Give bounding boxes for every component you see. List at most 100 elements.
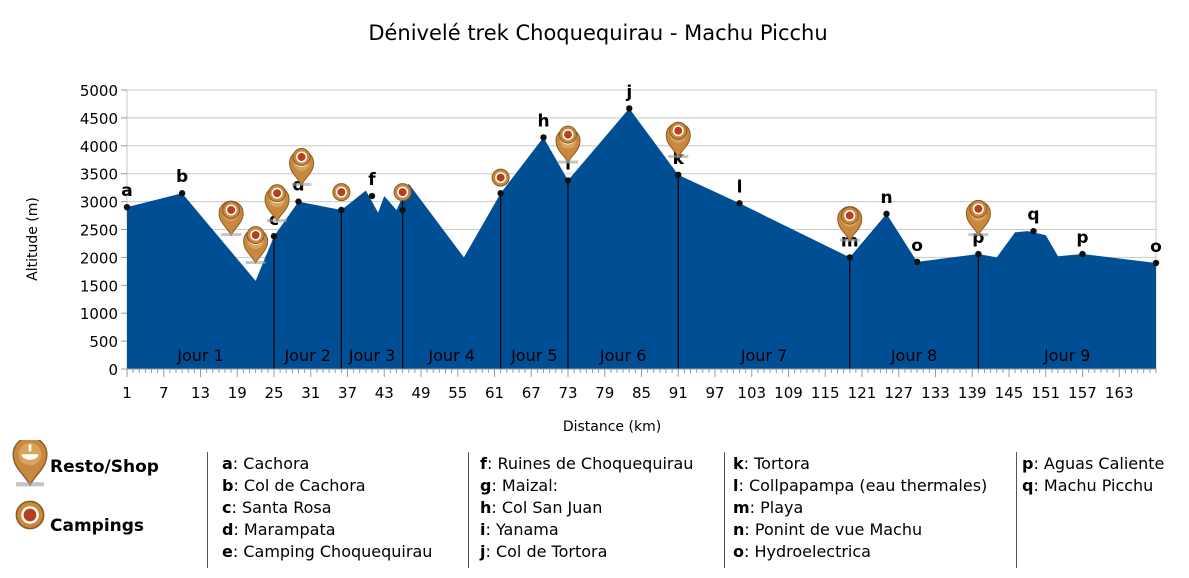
legend-entry: i: Yanama [480,519,693,541]
legend-entry: d: Marampata [222,519,432,541]
legend-separator [207,452,208,568]
legend-entry: g: Maizal: [480,475,693,497]
waypoint-dot [399,206,406,214]
legend-key: d [222,520,234,539]
legend-key: e [222,542,233,561]
legend-text: Ruines de Choquequirau [492,454,694,473]
legend-text: Cachora [238,454,310,473]
waypoint-letter: a [121,181,132,201]
legend-separator-colon: : [485,520,491,539]
legend-entry: l: Collpapampa (eau thermales) [733,475,987,497]
waypoint-dot [883,210,890,218]
y-tick-label: 5000 [80,82,118,100]
day-label: Jour 6 [599,346,647,365]
camping-legend-label: Campings [50,516,145,536]
legend-text: Playa [755,498,804,517]
legend-column-2: f: Ruines de Choquequirau g: Maizal: h: Co… [480,453,693,563]
day-label: Jour 4 [427,346,475,365]
x-tick-label: 7 [159,384,169,402]
waypoint-dot [338,206,345,214]
legend-key: m [733,498,750,517]
x-tick-label: 55 [448,384,467,402]
y-tick-label: 0 [108,361,118,379]
resto-legend-icon [12,440,48,488]
x-tick-label: 73 [558,384,577,402]
x-tick-label: 13 [191,384,210,402]
legend-text: Marampata [238,520,336,539]
legend-entry: m: Playa [733,497,987,519]
x-tick-label: 103 [737,384,766,402]
waypoint-letter: p [1076,228,1088,248]
day-label: Jour 9 [1043,346,1091,365]
x-tick-label: 19 [228,384,247,402]
legend-column-4: p: Aguas Caliente q: Machu Picchu [1022,453,1164,497]
legend-key: a [222,454,233,473]
legend-separator-colon: : [744,542,750,561]
legend-separator-colon: : [486,454,493,473]
chart-title: Dénivelé trek Choquequirau - Machu Picch… [368,21,827,45]
y-axis-label: Altitude (m) [25,197,41,281]
camping-icon [669,121,688,140]
camping-icon [393,183,412,202]
day-label: Jour 3 [348,346,396,365]
y-tick-label: 4500 [80,110,118,128]
resto-legend-label: Resto/Shop [50,457,159,477]
legend-entry: f: Ruines de Choquequirau [480,453,693,475]
x-tick-label: 157 [1068,384,1097,402]
camping-icon [246,226,265,245]
x-tick-label: 67 [522,384,541,402]
waypoint-dot [846,254,853,261]
legend-separator-colon: : [231,498,237,517]
x-axis-label: Distance (km) [563,419,661,435]
x-tick-label: 49 [411,384,430,402]
legend-separator-colon: : [738,476,744,495]
legend-text: Col de Tortora [490,542,608,561]
waypoint-letter: o [911,236,923,256]
legend-separator-colon: : [1033,454,1039,473]
x-tick-label: 43 [375,384,394,402]
waypoint-dots [123,105,1160,267]
x-tick-label: 97 [705,384,724,402]
x-tick-label: 1 [122,384,132,402]
legend-text: Col de Cachora [238,476,366,495]
x-tick-label: 79 [595,384,614,402]
waypoint-letter: i [565,154,571,174]
x-tick-label: 109 [774,384,803,402]
legend-column-3: k: Tortora l: Collpapampa (eau thermales)… [733,453,987,563]
legend-separator-colon: : [491,498,497,517]
waypoint-dot [368,192,376,200]
camping-icon [292,147,311,166]
legend-separator-colon: : [1033,476,1039,495]
camping-icon [559,125,577,144]
waypoint-dot [270,232,278,240]
camping-icon [332,183,351,202]
y-tick-label: 4000 [80,138,118,156]
x-tick-label: 163 [1105,384,1134,402]
legend-text: Camping Choquequirau [238,542,433,561]
legend-separator-colon: : [743,454,750,473]
waypoint-dot [123,203,131,211]
legend-key: n [733,520,745,539]
x-tick-label: 151 [1031,384,1060,402]
x-tick-label: 133 [921,384,950,402]
legend-key: c [222,498,232,517]
y-tick-label: 1000 [80,305,118,323]
legend-key: l [733,476,739,495]
legend-separator-colon: : [233,520,239,539]
day-label: Jour 2 [283,346,331,365]
camping-icon [840,206,859,225]
waypoint-dot [295,198,302,205]
waypoint-dot [178,190,186,197]
legend-entry: c: Santa Rosa [222,497,432,519]
camping-icon [969,199,988,218]
y-tick-label: 1500 [80,277,118,295]
camping-legend-icon [15,500,45,530]
legend-entry: q: Machu Picchu [1022,475,1164,497]
waypoint-letter: k [673,149,685,169]
waypoint-dot [675,171,682,179]
legend-text: Ponint de vue Machu [749,520,923,539]
x-tick-label: 61 [485,384,504,402]
legend-text: Yanama [490,520,559,539]
waypoint-dot [626,105,633,112]
day-label: Jour 8 [890,346,938,365]
